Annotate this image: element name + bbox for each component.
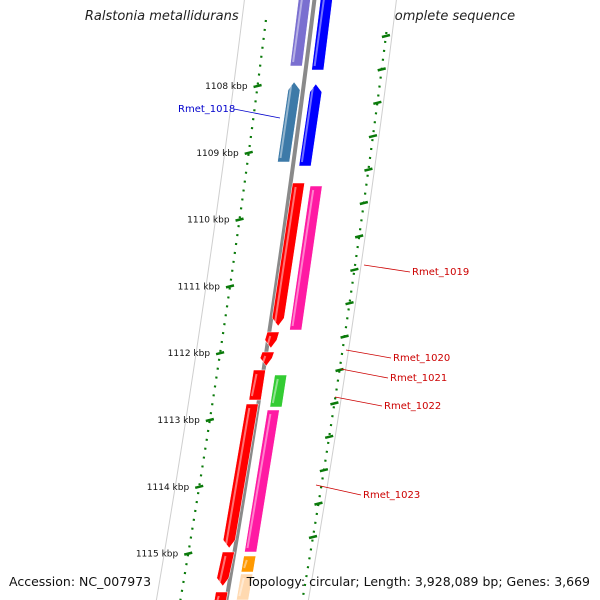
tick-mark [183, 551, 193, 556]
gene-arrow-rmet-1019-highlight [274, 186, 297, 323]
outer-tick-mark [368, 133, 378, 139]
gene-arrow-peach-highlight [238, 577, 245, 597]
gene-arrow-blue-1018-highlight [300, 87, 314, 163]
gene-arrow-rmet-1019-pink-highlight [291, 189, 315, 327]
gene-arrow-rmet-1022 [269, 374, 288, 408]
gene-arrow-rmet-1020 [264, 331, 280, 349]
accession-text: Accession: NC_007973 [9, 574, 152, 589]
outer-tick-mark [330, 401, 339, 406]
gene-arrow-red-bottom-highlight [218, 555, 227, 583]
gene-label: Rmet_1019 [412, 267, 469, 278]
outer-tick-mark [359, 200, 369, 206]
outer-tick-mark [350, 267, 359, 273]
gene-leader-line [363, 264, 411, 273]
gene-leader-line [334, 396, 383, 407]
gene-arrow-purple-highlight [292, 0, 303, 63]
gene-arrow-red-1023 [222, 403, 259, 549]
gene-arrow-blue-top-highlight [313, 0, 325, 67]
outer-tick-mark [308, 534, 318, 540]
gene-leader-line [340, 368, 389, 379]
gene-label: Rmet_1018 [178, 104, 235, 115]
tick-mark [205, 417, 215, 423]
gene-arrow-rmet-1020-highlight [266, 335, 272, 345]
outer-tick-mark [373, 100, 382, 106]
tick-mark [253, 83, 262, 89]
tick-label: 1110 kbp [187, 216, 230, 226]
gene-leader-line [315, 484, 362, 496]
backbone-arc [224, 0, 317, 600]
outer-dotted-ring [301, 31, 388, 600]
outer-tick-mark [345, 300, 354, 306]
gene-arrow-rmet-1021 [259, 351, 275, 367]
outer-tick-mark [364, 167, 373, 172]
topology-text: Topology: circular; Length: 3,928,089 bp… [246, 574, 590, 589]
outer-tick-mark [377, 67, 386, 72]
gene-arrow-red-1022 [248, 369, 266, 401]
gene-arrow-blue-top [311, 0, 333, 71]
tick-label: 1112 kbp [168, 349, 211, 359]
gene-arrow-rmet-1023 [244, 409, 280, 553]
gene-leader-line [233, 108, 281, 119]
gene-arrow-rmet-1018-highlight [279, 85, 293, 159]
tick-label: 1115 kbp [136, 550, 179, 560]
tick-mark [235, 217, 244, 222]
tick-mark [194, 484, 204, 490]
tick-label: 1114 kbp [147, 483, 190, 493]
gene-arrow-red-edge-highlight [216, 595, 220, 600]
gene-arrow-peach [236, 573, 254, 600]
tick-label: 1113 kbp [157, 416, 200, 426]
gene-label: Rmet_1021 [390, 373, 447, 384]
outer-tick-mark [354, 234, 364, 239]
gene-arrow-red-1023-highlight [225, 407, 251, 545]
gene-label: Rmet_1022 [384, 401, 441, 412]
gene-arrow-red-1022-highlight [250, 373, 258, 397]
gene-arrow-rmet-1023-highlight [246, 413, 272, 549]
gene-label: Rmet_1020 [393, 353, 450, 364]
outer-tick-mark [324, 434, 334, 440]
outer-tick-mark [340, 334, 349, 339]
tick-label: 1108 kbp [205, 82, 248, 92]
gene-arrow-orange-highlight [243, 559, 248, 569]
gene-arrow-rmet-1021-highlight [262, 355, 267, 363]
gene-leader-line [345, 349, 392, 359]
tick-mark [225, 284, 235, 289]
gene-arrow-red-bottom [216, 551, 235, 587]
tick-mark [215, 350, 225, 356]
outer-tick-mark [314, 501, 323, 506]
tick-label: 1109 kbp [196, 149, 239, 159]
gene-arrow-rmet-1019-pink [289, 185, 323, 331]
outer-tick-mark [319, 467, 329, 473]
tick-mark [244, 150, 254, 156]
gene-label: Rmet_1023 [363, 490, 420, 501]
gene-arrow-orange [240, 555, 257, 573]
gene-arrow-rmet-1022-highlight [271, 378, 279, 404]
gene-arrow-rmet-1018 [277, 81, 301, 163]
outer-tick-mark [381, 33, 391, 39]
gene-arrow-blue-1018 [298, 83, 323, 167]
gene-arrow-red-edge [214, 591, 229, 600]
gene-arrow-purple [289, 0, 311, 67]
tick-label: 1111 kbp [178, 282, 221, 292]
gene-arrow-rmet-1019 [271, 182, 305, 327]
